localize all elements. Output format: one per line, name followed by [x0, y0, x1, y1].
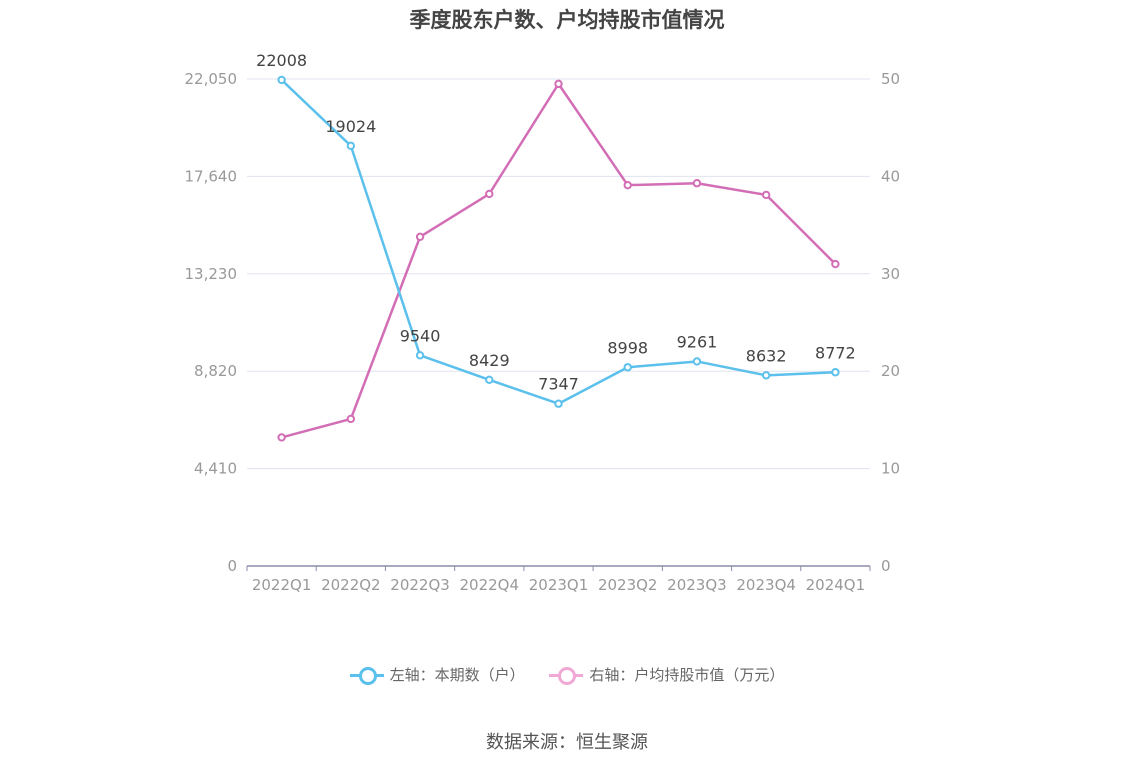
- right-tick-label: 40: [881, 167, 900, 185]
- x-tick-label: 2023Q2: [598, 576, 658, 594]
- right-tick-label: 50: [881, 70, 900, 88]
- legend-left-label: 左轴：本期数（户）: [389, 666, 525, 684]
- chart-title: 季度股东户数、户均持股市值情况: [409, 8, 725, 32]
- x-tick-label: 2023Q3: [667, 576, 727, 594]
- left-series-point: [761, 371, 771, 380]
- right-series-point: [692, 179, 702, 188]
- x-tick-label: 2022Q3: [390, 576, 450, 594]
- left-tick-label: 0: [227, 557, 237, 575]
- left-tick-label: 13,230: [185, 265, 238, 283]
- legend: 左轴：本期数（户） 右轴：户均持股市值（万元）: [0, 664, 1134, 689]
- x-tick-label: 2022Q4: [460, 576, 520, 594]
- right-series-point: [831, 259, 840, 269]
- left-series-point: [346, 141, 356, 151]
- series-layer: [277, 75, 840, 442]
- data-label: 9540: [400, 326, 441, 345]
- data-label: 8772: [815, 343, 856, 362]
- right-series-point: [623, 180, 632, 190]
- x-tick-label: 2023Q4: [736, 576, 796, 594]
- left-series-point: [277, 75, 286, 85]
- right-series-point: [346, 414, 356, 424]
- right-series-point: [554, 79, 563, 89]
- legend-left-marker-icon: [349, 665, 384, 685]
- right-tick-label: 10: [881, 460, 900, 478]
- x-tick-label: 2022Q2: [321, 576, 381, 594]
- right-tick-label: 30: [881, 265, 900, 283]
- legend-right-label: 右轴：户均持股市值（万元）: [589, 666, 785, 684]
- left-series-point: [623, 363, 632, 372]
- data-label: 8429: [469, 351, 510, 370]
- left-tick-label: 4,410: [194, 460, 237, 478]
- right-tick-label: 20: [881, 362, 900, 380]
- legend-item-right-series[interactable]: 右轴：户均持股市值（万元）: [549, 664, 784, 685]
- right-series-point: [761, 190, 771, 200]
- right-series-point: [415, 232, 425, 241]
- data-label: 8632: [746, 346, 787, 365]
- right-tick-label: 0: [881, 557, 891, 575]
- source-note: 数据来源：恒生聚源: [486, 732, 648, 753]
- right-y-axis: 0 10 20 30 40 50: [881, 70, 900, 575]
- data-label: 22008: [256, 51, 307, 70]
- legend-item-left-series[interactable]: 左轴：本期数（户）: [349, 664, 525, 685]
- data-labels: 22008 19024 9540 8429 7347 8998 9261 8632 8772: [256, 51, 856, 394]
- data-label: 19024: [325, 117, 376, 136]
- left-tick-label: 8,820: [194, 362, 237, 380]
- x-tick-label: 2024Q1: [806, 576, 866, 594]
- data-label: 9261: [677, 332, 718, 351]
- x-axis: 2022Q1 2022Q2 2022Q3 2022Q4 2023Q1 2023Q2 2023…: [246, 565, 871, 594]
- x-tick-label: 2023Q1: [529, 576, 589, 594]
- left-series-point: [485, 375, 494, 385]
- right-series-point: [277, 433, 286, 442]
- left-tick-label: 22,050: [185, 70, 238, 88]
- left-series-point: [831, 368, 840, 377]
- x-tick-label: 2022Q1: [252, 576, 312, 594]
- data-label: 7347: [538, 375, 579, 394]
- right-series-point: [485, 189, 494, 199]
- left-series-point: [415, 351, 425, 360]
- left-series-point: [554, 399, 563, 408]
- left-series-point: [692, 357, 702, 366]
- data-label: 8998: [607, 338, 648, 357]
- left-tick-label: 17,640: [185, 167, 238, 185]
- legend-right-marker-icon: [549, 665, 584, 685]
- left-y-axis: 0 4,410 8,820 13,230 17,640 22,050: [185, 70, 238, 575]
